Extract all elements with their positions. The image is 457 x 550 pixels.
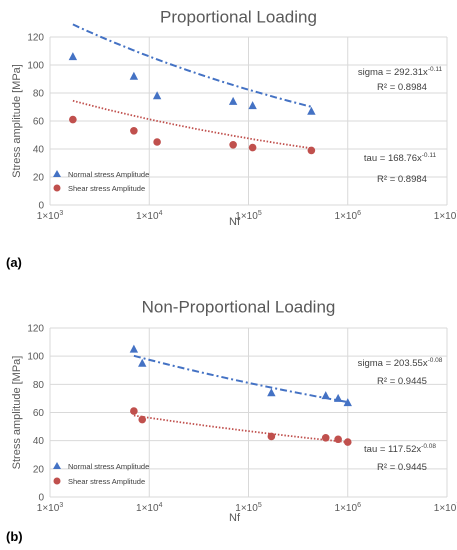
panel-label: (a) [6,255,22,270]
x-axis-title: Nf [229,512,241,524]
trend-equation: tau = 117.52x-0.08 [364,443,436,455]
data-point-normal [267,388,276,397]
y-tick-label: 120 [27,324,44,335]
data-point-normal [343,398,352,407]
legend-marker-shear [53,477,61,485]
data-point-normal [228,96,238,105]
chart-panel-0: Proportional Loading 0 20 40 60 80 100 120 1×103… [6,7,457,270]
y-tick-label: 40 [33,436,45,447]
data-point-shear [130,407,138,415]
y-tick-label: 100 [27,61,44,72]
data-point-shear [229,141,237,149]
legend-label: Normal stress Amplitude [68,170,149,179]
trend-equation: sigma = 203.55x-0.08 [358,357,443,369]
data-point-shear [248,143,257,152]
x-tick-label: 1×105 [235,210,262,222]
y-tick-label: 80 [33,380,45,391]
y-tick-label: 20 [33,464,45,475]
trendline-shear [133,414,348,444]
data-point-shear [343,438,352,446]
chart-panel-1: Non-Proportional Loading 0 20 40 60 80 100 120 1… [6,297,457,544]
data-point-shear [130,127,138,135]
data-point-normal [307,106,316,115]
legend-marker-normal [53,170,61,177]
data-point-normal [138,358,147,367]
x-tick-label: 1×107 [434,502,457,514]
r-squared: R² = 0.9445 [377,462,427,473]
x-tick-label: 1×107 [434,210,457,222]
y-tick-label: 100 [27,352,44,363]
y-tick-label: 60 [33,408,45,419]
data-point-shear [138,415,147,424]
y-tick-label: 120 [27,33,44,44]
data-point-normal [248,101,257,110]
legend-label: Shear stress Amplitude [68,477,145,486]
trendline-normal [72,23,312,108]
data-point-normal [68,52,78,61]
chart-title: Non-Proportional Loading [142,297,336,316]
x-tick-label: 1×106 [335,210,362,222]
trend-equation: sigma = 292.31x-0.11 [358,66,443,78]
r-squared: R² = 0.8984 [377,174,427,185]
x-tick-label: 1×105 [235,502,262,514]
data-point-shear [321,434,330,442]
x-tick-label: 1×104 [136,210,163,222]
chart-title: Proportional Loading [160,7,317,26]
data-point-normal [129,344,139,353]
legend-marker-shear [53,184,61,192]
r-squared: R² = 0.9445 [377,376,427,387]
data-point-shear [307,146,316,155]
data-point-shear [334,435,342,444]
y-tick-label: 20 [33,173,45,184]
trend-equation: tau = 168.76x-0.11 [364,152,437,164]
legend-marker-normal [53,462,61,469]
x-tick-label: 1×106 [335,502,362,514]
data-point-normal [129,71,139,80]
data-point-normal [152,91,162,100]
data-point-shear [153,138,161,146]
x-axis-title: Nf [229,216,241,228]
y-tick-label: 80 [33,89,45,100]
x-tick-label: 1×104 [136,502,163,514]
trendline-normal [133,354,348,404]
data-point-normal [333,393,343,402]
x-tick-label: 1×103 [37,502,64,514]
y-axis-title: Stress amplitude [MPa] [11,64,23,178]
data-point-normal [321,391,330,400]
r-squared: R² = 0.8984 [377,82,427,93]
legend-label: Normal stress Amplitude [68,462,149,471]
data-point-shear [267,432,276,441]
trendline-shear [72,99,312,150]
y-tick-label: 40 [33,145,45,156]
y-axis-title: Stress amplitude [MPa] [11,356,23,470]
x-tick-label: 1×103 [37,210,64,222]
data-point-shear [69,115,77,124]
y-tick-label: 0 [38,493,44,504]
y-tick-label: 0 [38,201,44,212]
legend-label: Shear stress Amplitude [68,184,145,193]
y-tick-label: 60 [33,117,45,128]
panel-label: (b) [6,529,23,544]
